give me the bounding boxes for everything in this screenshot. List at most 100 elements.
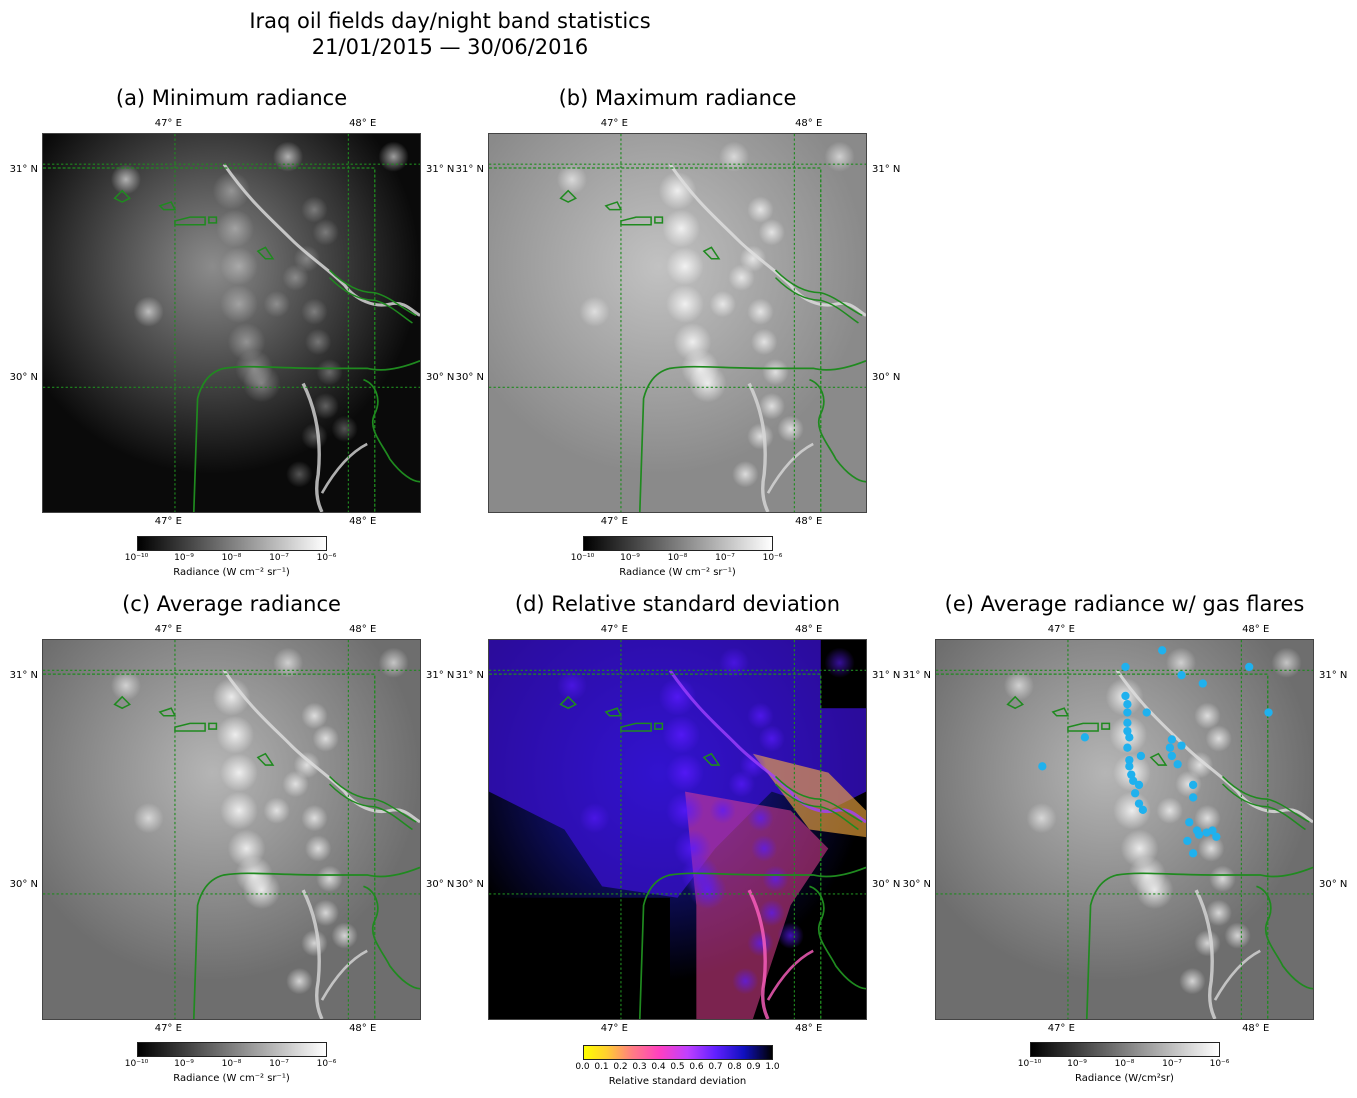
y-tick-label: 30° N	[4, 879, 38, 890]
gas-flare-marker	[1185, 818, 1193, 826]
y-tick-label: 30° N	[1319, 879, 1353, 890]
panel-title-d: (d) Relative standard deviation	[448, 592, 907, 616]
map-a	[42, 133, 421, 513]
y-tick-label: 31° N	[4, 670, 38, 681]
gas-flare-marker	[1264, 708, 1272, 716]
x-tick-label: 48° E	[789, 624, 829, 635]
x-tick-label: 48° E	[1236, 624, 1276, 635]
colorbar-e	[1030, 1042, 1220, 1057]
x-tick-label: 48° E	[343, 516, 383, 527]
colorbar-tick-label: 10⁻⁹	[1067, 1059, 1087, 1069]
colorbar-tick-label: 10⁻¹⁰	[571, 553, 594, 563]
y-tick-label: 30° N	[450, 879, 484, 890]
x-tick-label: 47° E	[148, 1023, 188, 1034]
gas-flare-marker	[1177, 671, 1185, 679]
gas-flare-marker	[1131, 789, 1139, 797]
colorbar-tick-label: 10⁻⁶	[317, 1059, 337, 1069]
colorbar-label-a: Radiance (W cm⁻² sr⁻¹)	[97, 567, 367, 578]
colorbar-tick-label: 0.7	[708, 1062, 722, 1072]
colorbar-label-d: Relative standard deviation	[543, 1076, 813, 1087]
gas-flare-marker	[1177, 741, 1185, 749]
gas-flare-marker	[1168, 752, 1176, 760]
y-tick-label: 31° N	[4, 164, 38, 175]
gas-flare-marker	[1081, 733, 1089, 741]
gas-flare-marker	[1158, 646, 1166, 654]
gas-flare-marker	[1195, 831, 1203, 839]
x-tick-label: 47° E	[1041, 1023, 1081, 1034]
y-tick-label: 30° N	[872, 372, 906, 383]
colorbar-tick-label: 0.2	[613, 1062, 627, 1072]
colorbar-tick-label: 10⁻⁹	[174, 1059, 194, 1069]
x-tick-label: 47° E	[594, 118, 634, 129]
colorbar-c	[137, 1042, 327, 1057]
y-tick-label: 31° N	[1319, 670, 1353, 681]
x-tick-label: 48° E	[789, 516, 829, 527]
colorbar-b	[583, 536, 773, 551]
x-tick-label: 48° E	[1236, 1023, 1276, 1034]
colorbar-tick-label: 10⁻⁹	[174, 553, 194, 563]
colorbar-tick-label: 10⁻⁷	[715, 553, 735, 563]
x-tick-label: 47° E	[594, 624, 634, 635]
colorbar-tick-label: 10⁻⁹	[620, 553, 640, 563]
colorbar-label-b: Radiance (W cm⁻² sr⁻¹)	[543, 567, 813, 578]
x-tick-label: 48° E	[789, 118, 829, 129]
x-tick-label: 47° E	[148, 624, 188, 635]
gas-flare-marker	[1123, 700, 1131, 708]
colorbar-tick-label: 10⁻⁶	[317, 553, 337, 563]
figure-title: Iraq oil fields day/night band statistic…	[230, 8, 670, 60]
colorbar-tick-label: 10⁻⁶	[1210, 1059, 1230, 1069]
gas-flare-marker	[1245, 663, 1253, 671]
gas-flare-marker	[1183, 837, 1191, 845]
x-tick-label: 48° E	[343, 624, 383, 635]
colorbar-tick-label: 0.3	[632, 1062, 646, 1072]
y-tick-label: 30° N	[4, 372, 38, 383]
gas-flare-marker	[1139, 806, 1147, 814]
x-tick-label: 48° E	[789, 1023, 829, 1034]
x-tick-label: 47° E	[148, 118, 188, 129]
colorbar-d	[583, 1045, 773, 1060]
gas-flare-marker	[1125, 733, 1133, 741]
map-e	[935, 639, 1314, 1020]
gas-flare-marker	[1143, 708, 1151, 716]
colorbar-tick-label: 1.0	[765, 1062, 779, 1072]
colorbar-tick-label: 0.4	[651, 1062, 665, 1072]
gas-flare-marker	[1168, 735, 1176, 743]
x-tick-label: 48° E	[343, 1023, 383, 1034]
gas-flare-marker	[1121, 663, 1129, 671]
y-tick-label: 31° N	[872, 164, 906, 175]
panel-title-b: (b) Maximum radiance	[448, 86, 907, 110]
panel-title-c: (c) Average radiance	[2, 592, 461, 616]
colorbar-tick-label: 0.8	[727, 1062, 741, 1072]
x-tick-label: 47° E	[1041, 624, 1081, 635]
colorbar-tick-label: 10⁻¹⁰	[125, 1059, 148, 1069]
gas-flare-marker	[1123, 719, 1131, 727]
x-tick-label: 47° E	[594, 516, 634, 527]
y-tick-label: 31° N	[897, 670, 931, 681]
colorbar-a	[137, 536, 327, 551]
gas-flare-marker	[1189, 849, 1197, 857]
gas-flare-marker	[1038, 762, 1046, 770]
colorbar-tick-label: 10⁻⁸	[222, 553, 242, 563]
colorbar-tick-label: 0.0	[575, 1062, 589, 1072]
colorbar-tick-label: 10⁻⁷	[1162, 1059, 1182, 1069]
colorbar-tick-label: 10⁻⁶	[763, 553, 783, 563]
colorbar-tick-label: 0.6	[689, 1062, 703, 1072]
colorbar-tick-label: 10⁻⁷	[269, 1059, 289, 1069]
gas-flare-marker	[1189, 793, 1197, 801]
gas-flare-marker	[1137, 752, 1145, 760]
colorbar-tick-label: 10⁻¹⁰	[125, 553, 148, 563]
y-tick-label: 30° N	[450, 372, 484, 383]
colorbar-label-c: Radiance (W cm⁻² sr⁻¹)	[97, 1073, 367, 1084]
colorbar-tick-label: 10⁻⁸	[1115, 1059, 1135, 1069]
figure-title-line2: 21/01/2015 — 30/06/2016	[230, 34, 670, 60]
map-b	[488, 133, 867, 513]
gas-flare-marker	[1123, 744, 1131, 752]
map-c	[42, 639, 421, 1020]
x-tick-label: 47° E	[148, 516, 188, 527]
figure-title-line1: Iraq oil fields day/night band statistic…	[230, 8, 670, 34]
x-tick-label: 47° E	[594, 1023, 634, 1034]
colorbar-tick-label: 10⁻⁸	[222, 1059, 242, 1069]
gas-flare-marker	[1166, 744, 1174, 752]
gas-flare-marker	[1135, 781, 1143, 789]
gas-flare-marker	[1174, 760, 1182, 768]
